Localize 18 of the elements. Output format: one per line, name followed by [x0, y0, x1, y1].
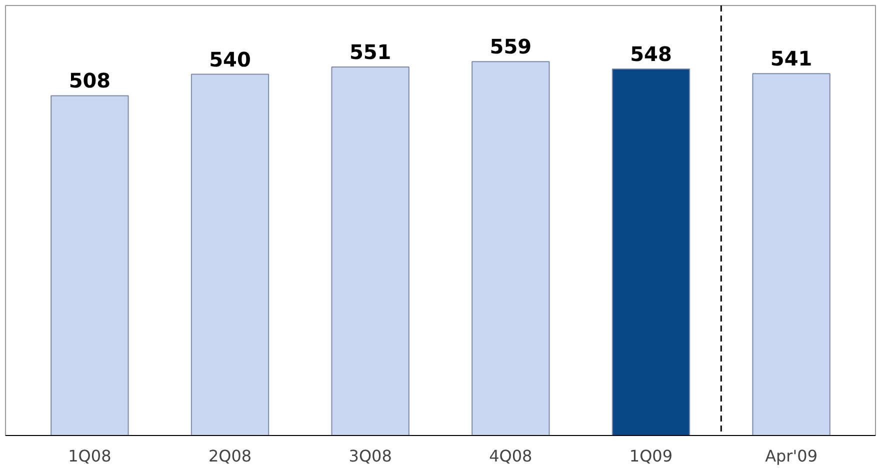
x-tick-label: 4Q08 [489, 446, 532, 466]
bar [472, 61, 550, 436]
bar [752, 73, 830, 436]
x-tick-label: 1Q08 [68, 446, 112, 466]
x-tick-label: Apr'09 [765, 446, 818, 466]
data-label: 541 [770, 46, 812, 71]
data-label: 559 [490, 34, 532, 59]
x-tick-label: 3Q08 [348, 446, 392, 466]
x-tick-label: 1Q09 [629, 446, 673, 466]
bar [612, 68, 690, 436]
bar [190, 74, 270, 436]
data-label: 540 [209, 47, 251, 72]
bar [50, 95, 129, 436]
data-label: 508 [68, 68, 111, 93]
bar [331, 66, 410, 436]
data-label: 548 [630, 42, 672, 66]
data-label: 551 [349, 40, 392, 64]
x-tick-label: 2Q08 [208, 446, 252, 466]
